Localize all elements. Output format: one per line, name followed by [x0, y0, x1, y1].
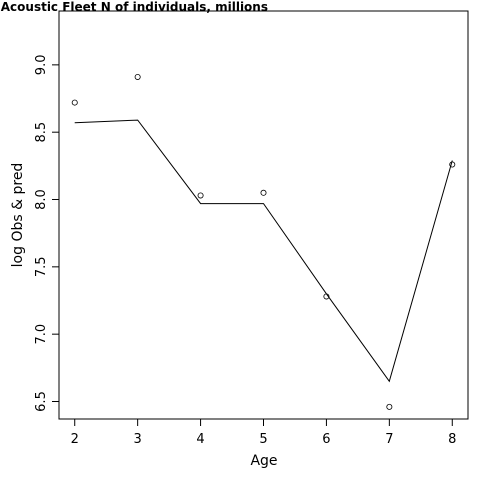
- data-point: [197, 192, 204, 199]
- data-point: [71, 99, 78, 106]
- x-tick-label: 5: [259, 432, 267, 447]
- data-point: [323, 293, 330, 300]
- y-tick-label: 8.0: [34, 189, 49, 210]
- chart-title: Acoustic Fleet N of individuals, million…: [1, 0, 268, 14]
- x-tick-label: 7: [385, 432, 393, 447]
- data-point: [449, 161, 456, 168]
- y-tick-label: 7.5: [34, 256, 49, 277]
- x-tick-label: 2: [71, 432, 79, 447]
- y-axis-label: log Obs & pred: [10, 163, 26, 268]
- data-point: [260, 189, 267, 196]
- y-tick-label: 7.0: [34, 324, 49, 345]
- x-tick-label: 6: [322, 432, 330, 447]
- y-tick-label: 8.5: [34, 122, 49, 143]
- data-point: [386, 403, 393, 410]
- y-tick-label: 9.0: [34, 55, 49, 76]
- observed-series-points: [71, 73, 456, 410]
- x-axis-label: Age: [250, 453, 277, 469]
- y-tick-label: 6.5: [34, 391, 49, 412]
- data-point: [134, 73, 141, 80]
- x-tick-label: 8: [448, 432, 456, 447]
- x-tick-label: 3: [134, 432, 142, 447]
- x-tick-label: 4: [196, 432, 204, 447]
- plot-frame: [58, 10, 469, 420]
- y-axis: 6.5 7.0 7.5 8.0 8.5 9.0: [34, 55, 59, 412]
- predicted-series-line: [74, 119, 453, 383]
- x-axis: 2 3 4 5 6 7 8: [71, 419, 456, 447]
